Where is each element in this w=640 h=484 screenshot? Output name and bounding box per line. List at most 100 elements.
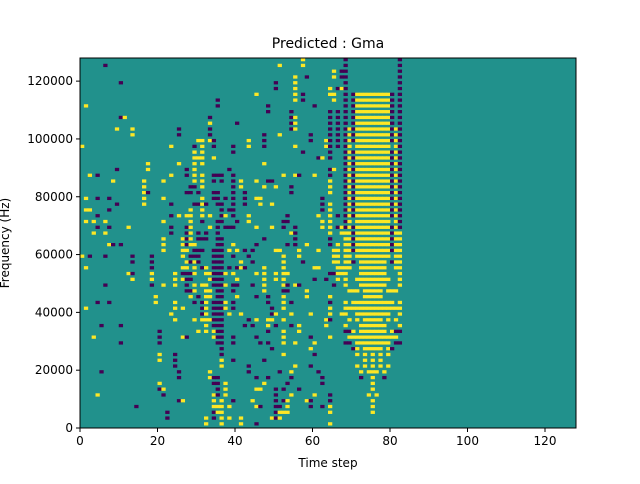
- heatmap-cell: [397, 271, 403, 276]
- heatmap-cell: [370, 144, 375, 149]
- heatmap-cell: [328, 237, 333, 241]
- heatmap-cell: [393, 225, 399, 229]
- heatmap-cell: [362, 266, 368, 270]
- heatmap-cell: [103, 283, 108, 287]
- heatmap-cell: [215, 266, 220, 270]
- heatmap-cell: [382, 121, 387, 125]
- heatmap-cell: [355, 254, 360, 258]
- heatmap-cell: [374, 254, 379, 258]
- heatmap-cell: [397, 300, 403, 305]
- heatmap-cell: [359, 110, 364, 114]
- heatmap-cell: [374, 266, 379, 270]
- heatmap-cell: [192, 173, 197, 177]
- heatmap-cell: [359, 271, 364, 276]
- heatmap-cell: [378, 323, 383, 328]
- heatmap-cell: [188, 237, 193, 241]
- heatmap-cell: [231, 300, 236, 305]
- heatmap-cell: [370, 341, 375, 345]
- heatmap-cell: [378, 179, 383, 183]
- heatmap-cell: [386, 277, 391, 281]
- heatmap-cell: [378, 208, 383, 212]
- heatmap-cell: [397, 306, 403, 310]
- heatmap-cell: [215, 306, 220, 310]
- heatmap-cell: [351, 300, 356, 305]
- heatmap-cell: [343, 81, 348, 85]
- heatmap-cell: [390, 92, 395, 96]
- heatmap-cell: [188, 185, 193, 189]
- heatmap-cell: [149, 271, 155, 276]
- heatmap-cell: [180, 335, 186, 339]
- heatmap-cell: [184, 214, 189, 218]
- heatmap-cell: [393, 133, 399, 137]
- heatmap-cell: [324, 318, 329, 322]
- heatmap-cell: [328, 399, 333, 403]
- heatmap-cell: [215, 104, 220, 108]
- heatmap-cell: [382, 248, 387, 253]
- heatmap-cell: [328, 208, 333, 212]
- heatmap-cell: [374, 202, 379, 206]
- heatmap-cell: [374, 127, 379, 131]
- heatmap-cell: [161, 237, 166, 241]
- heatmap-cell: [386, 138, 391, 143]
- heatmap-cell: [386, 364, 391, 368]
- heatmap-cell: [246, 144, 251, 149]
- heatmap-cell: [289, 231, 294, 235]
- heatmap-cell: [366, 115, 372, 120]
- heatmap-cell: [149, 260, 155, 264]
- heatmap-cell: [347, 254, 352, 258]
- heatmap-cell: [180, 237, 186, 241]
- heatmap-cell: [200, 312, 205, 316]
- heatmap-cell: [169, 202, 174, 206]
- heatmap-cell: [165, 416, 170, 420]
- heatmap-cell: [378, 277, 383, 281]
- heatmap-cell: [366, 329, 372, 334]
- heatmap-cell: [374, 318, 379, 322]
- heatmap-cell: [153, 295, 158, 299]
- heatmap-cell: [393, 219, 399, 224]
- heatmap-cell: [300, 260, 306, 264]
- heatmap-cell: [382, 243, 387, 247]
- heatmap-cell: [359, 370, 364, 374]
- heatmap-cell: [366, 318, 372, 322]
- heatmap-cell: [386, 219, 391, 224]
- heatmap-cell: [328, 167, 333, 172]
- heatmap-cell: [366, 243, 372, 247]
- heatmap-cell: [359, 237, 364, 241]
- heatmap-cell: [219, 347, 224, 351]
- heatmap-cell: [281, 260, 286, 264]
- heatmap-cell: [238, 266, 244, 270]
- heatmap-cell: [192, 318, 197, 322]
- heatmap-cell: [114, 202, 120, 206]
- heatmap-cell: [316, 248, 321, 253]
- heatmap-cell: [157, 352, 162, 357]
- heatmap-cell: [359, 92, 364, 96]
- heatmap-cell: [362, 329, 368, 334]
- heatmap-cell: [335, 254, 341, 258]
- heatmap-cell: [351, 92, 356, 96]
- heatmap-cell: [204, 289, 209, 293]
- heatmap-cell: [285, 243, 290, 247]
- heatmap-cell: [366, 196, 372, 201]
- heatmap-cell: [157, 329, 162, 334]
- heatmap-cell: [374, 121, 379, 125]
- heatmap-cell: [378, 289, 383, 293]
- heatmap-cell: [390, 347, 395, 351]
- heatmap-cell: [355, 289, 360, 293]
- heatmap-cell: [215, 219, 220, 224]
- heatmap-cell: [184, 271, 189, 276]
- heatmap-cell: [254, 375, 259, 380]
- heatmap-cell: [211, 260, 217, 264]
- heatmap-cell: [390, 104, 395, 108]
- heatmap-cell: [312, 277, 317, 281]
- heatmap-cell: [370, 133, 375, 137]
- heatmap-cell: [238, 416, 244, 420]
- heatmap-cell: [386, 110, 391, 114]
- heatmap-cell: [219, 318, 224, 322]
- heatmap-cell: [312, 266, 317, 270]
- heatmap-cell: [312, 173, 317, 177]
- heatmap-cell: [219, 283, 224, 287]
- heatmap-cell: [328, 410, 333, 414]
- heatmap-cell: [393, 150, 399, 154]
- heatmap-cell: [331, 248, 337, 253]
- heatmap-cell: [219, 254, 224, 258]
